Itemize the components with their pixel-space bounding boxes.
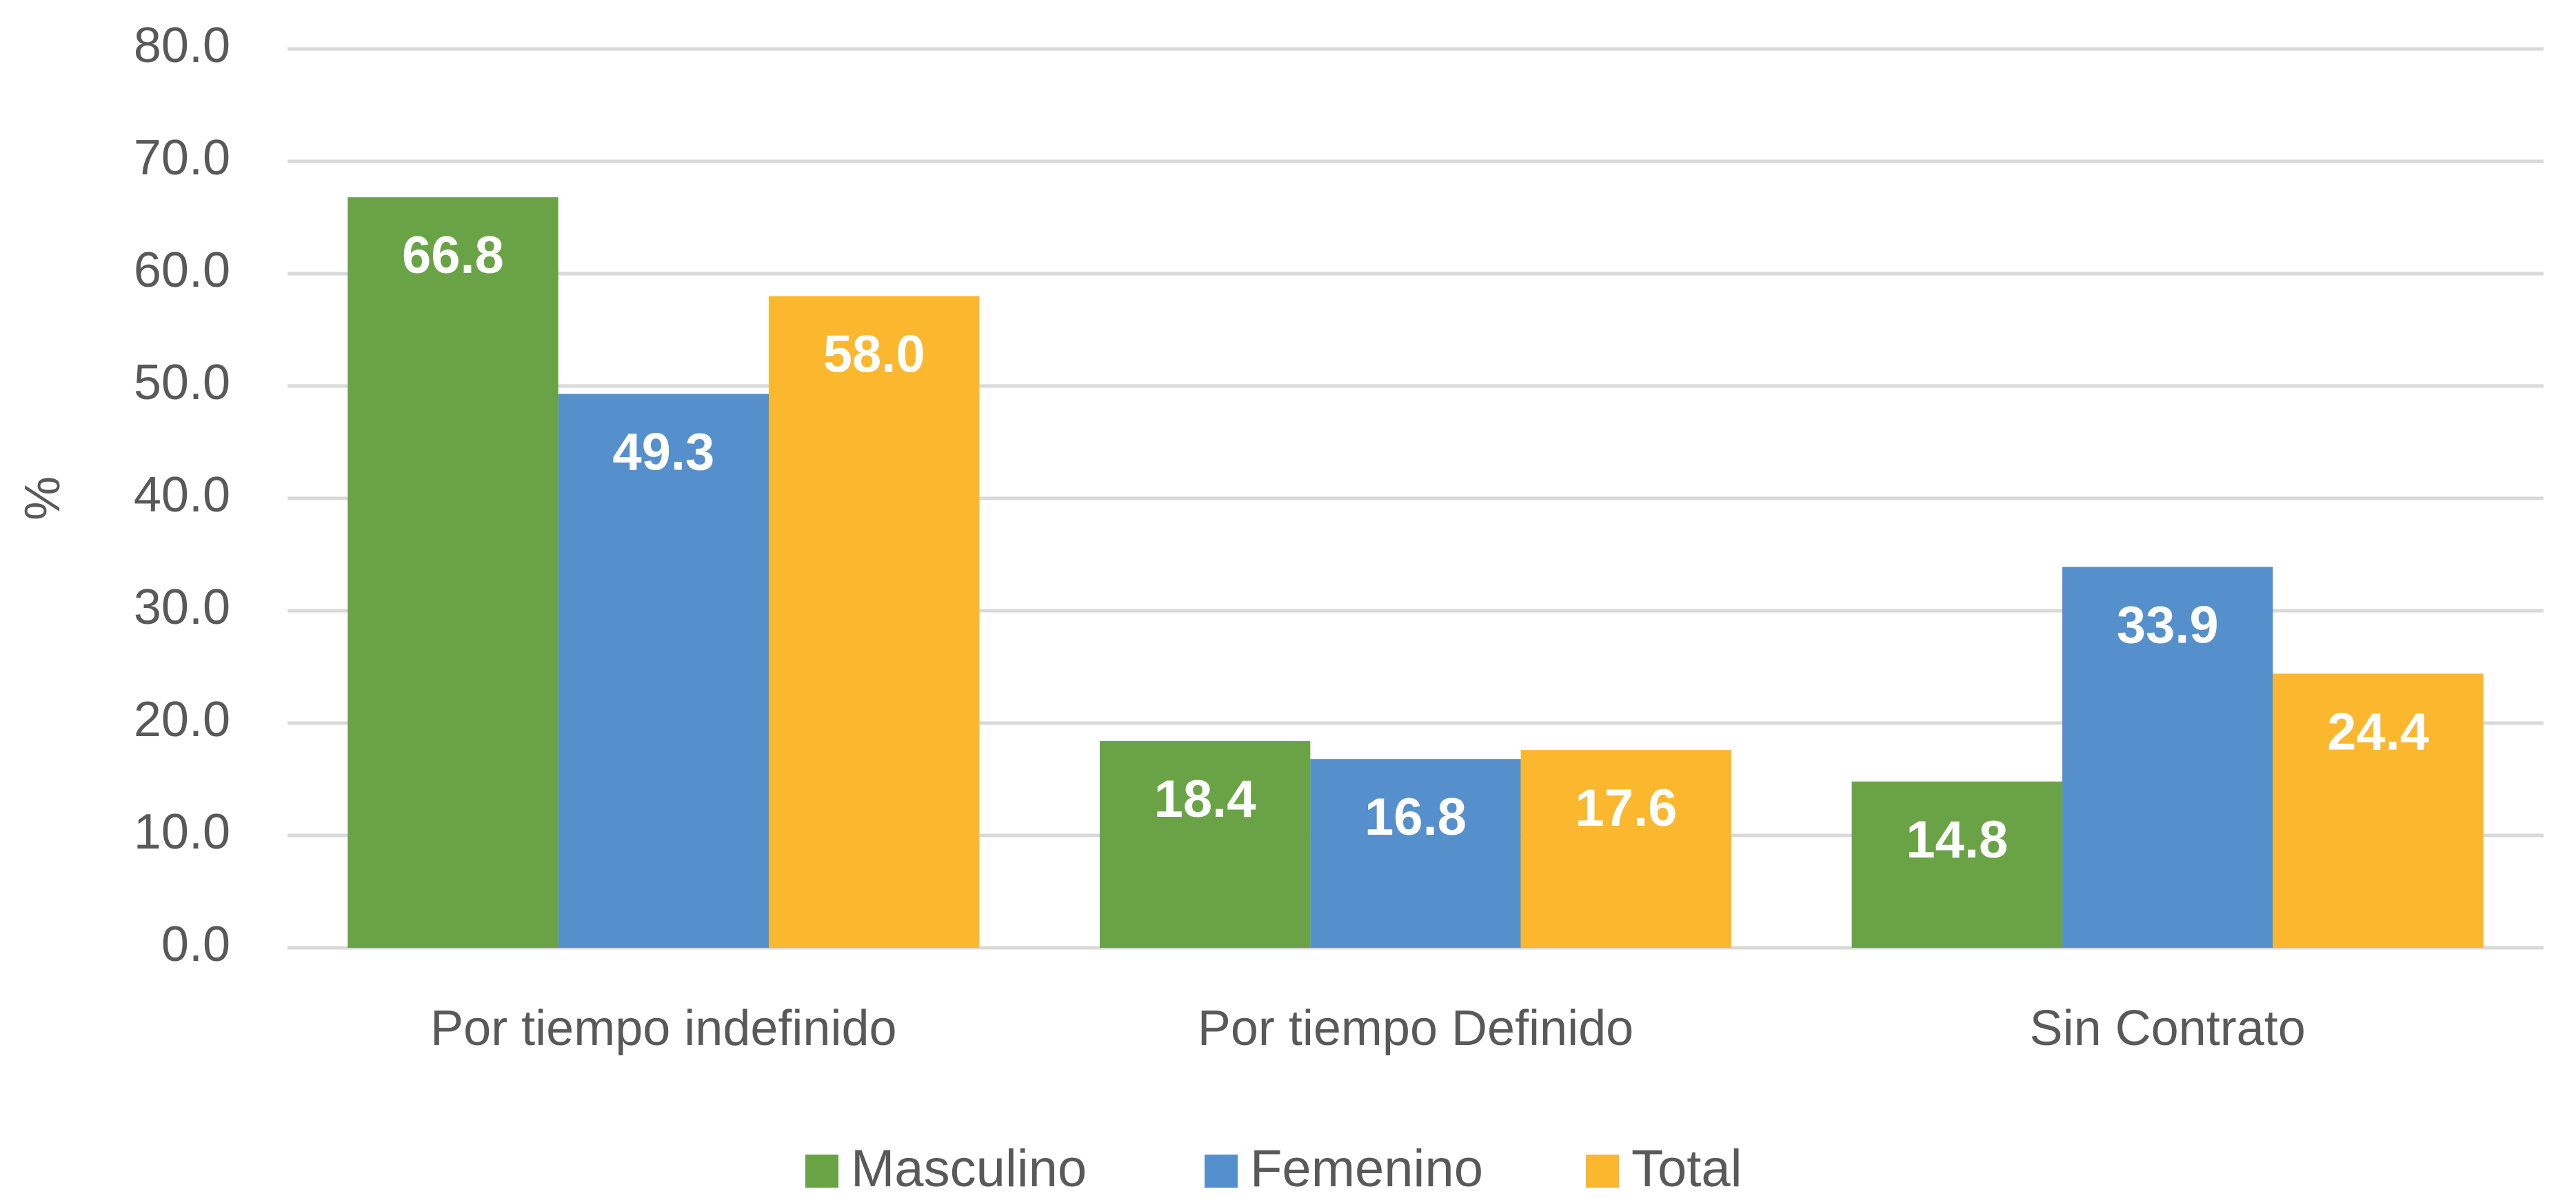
- y-tick-label: 60.0: [134, 243, 230, 298]
- legend-swatch: [1205, 1155, 1238, 1188]
- bar: [2273, 673, 2484, 948]
- x-tick-label: Por tiempo Definido: [1198, 1001, 1633, 1056]
- data-label: 16.8: [1365, 788, 1467, 846]
- bar: [558, 394, 769, 948]
- data-label: 24.4: [2327, 702, 2429, 761]
- data-label: 49.3: [612, 423, 714, 481]
- y-axis-label: %: [15, 476, 70, 520]
- legend-label: Masculino: [851, 1139, 1087, 1198]
- x-tick-label: Por tiempo indefinido: [430, 1001, 896, 1056]
- legend-swatch: [805, 1155, 838, 1188]
- y-tick-label: 10.0: [134, 804, 230, 860]
- legend-label: Total: [1631, 1139, 1742, 1198]
- y-tick-label: 50.0: [134, 355, 230, 410]
- bar: [2062, 567, 2273, 948]
- y-tick-label: 70.0: [134, 130, 230, 185]
- y-tick-label: 30.0: [134, 580, 230, 635]
- data-label: 66.8: [402, 226, 504, 285]
- data-label: 18.4: [1154, 770, 1256, 829]
- legend-swatch: [1586, 1155, 1619, 1188]
- data-label: 17.6: [1575, 779, 1677, 837]
- y-tick-label: 40.0: [134, 467, 230, 522]
- bar: [1099, 741, 1311, 948]
- bar: [1851, 781, 2062, 948]
- y-tick-label: 0.0: [161, 917, 230, 972]
- bar: [348, 197, 559, 948]
- data-label: 33.9: [2117, 596, 2219, 655]
- legend-label: Femenino: [1250, 1139, 1483, 1198]
- bar: [1310, 759, 1521, 948]
- y-tick-label: 80.0: [134, 18, 230, 73]
- y-tick-label: 20.0: [134, 692, 230, 747]
- bar: [769, 296, 980, 948]
- data-label: 58.0: [823, 325, 925, 384]
- x-tick-label: Sin Contrato: [2030, 1001, 2306, 1056]
- data-label: 14.8: [1906, 811, 2008, 869]
- bar: [1520, 750, 1732, 948]
